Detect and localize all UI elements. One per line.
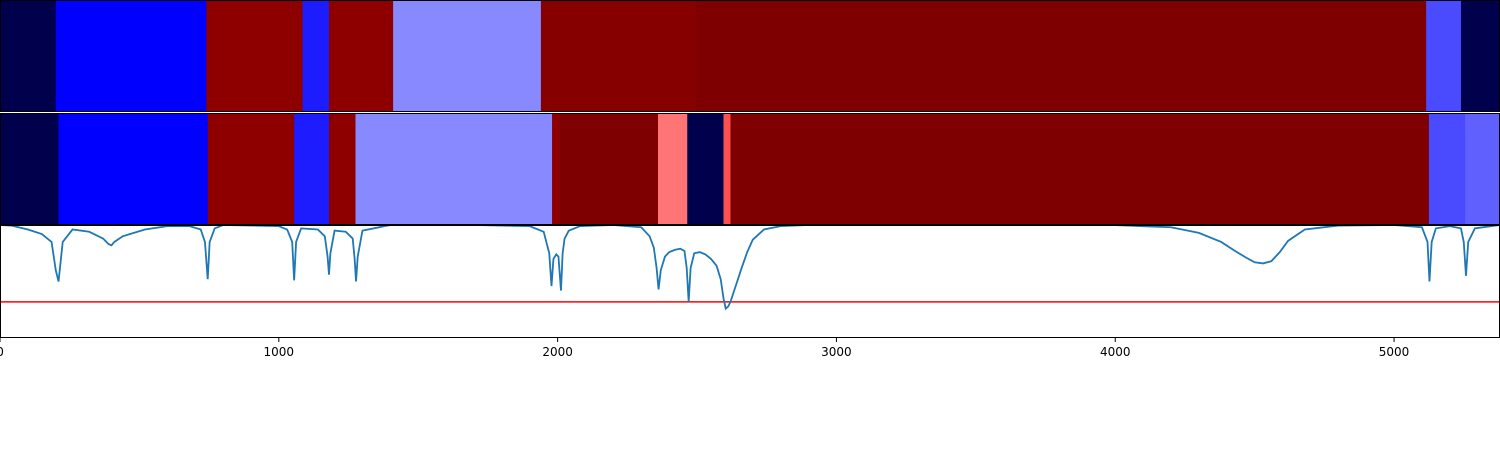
heatmap-segment: [355, 113, 553, 225]
heatmap-segment: [0, 113, 60, 225]
panel-frame: [0, 225, 1500, 338]
heatmap-segment: [1428, 113, 1466, 225]
heatmap-segment: [294, 113, 330, 225]
heatmap-segment: [657, 113, 688, 225]
heatmap-segment: [302, 0, 330, 112]
heatmap-segment: [328, 0, 394, 112]
heatmap-segment: [1426, 0, 1462, 112]
x-tick-label: 3000: [821, 345, 852, 359]
x-tick-label: 2000: [542, 345, 573, 359]
heatmap-segment: [0, 0, 57, 112]
heatmap-segment: [328, 113, 356, 225]
heatmap-segment: [393, 0, 542, 112]
heatmap-segment: [206, 0, 304, 112]
heatmap-segment: [560, 113, 659, 225]
heatmap-strip-top: [0, 0, 1500, 112]
heatmap-segment: [687, 113, 725, 225]
heatmap-segment: [58, 113, 209, 225]
heatmap-segment: [1460, 0, 1500, 112]
x-tick-label: 1000: [264, 345, 295, 359]
line-plot-panel: [0, 224, 1500, 311]
x-tick-label: 5000: [1379, 345, 1410, 359]
x-tick-label: 0: [0, 345, 4, 359]
series-line: [0, 224, 1500, 311]
heatmap-segment: [55, 0, 207, 112]
x-axis: 0 1000 2000 3000 4000 5000: [0, 338, 1409, 359]
heatmap-segment: [540, 0, 697, 112]
heatmap-segment: [552, 113, 561, 225]
heatmap-strip-middle: [0, 113, 1500, 225]
heatmap-segment: [730, 113, 1430, 225]
heatmap-segment: [695, 0, 1427, 112]
heatmap-segment: [1465, 113, 1500, 225]
heatmap-segment: [723, 113, 731, 225]
x-tick-label: 4000: [1100, 345, 1131, 359]
heatmap-segment: [207, 113, 295, 225]
